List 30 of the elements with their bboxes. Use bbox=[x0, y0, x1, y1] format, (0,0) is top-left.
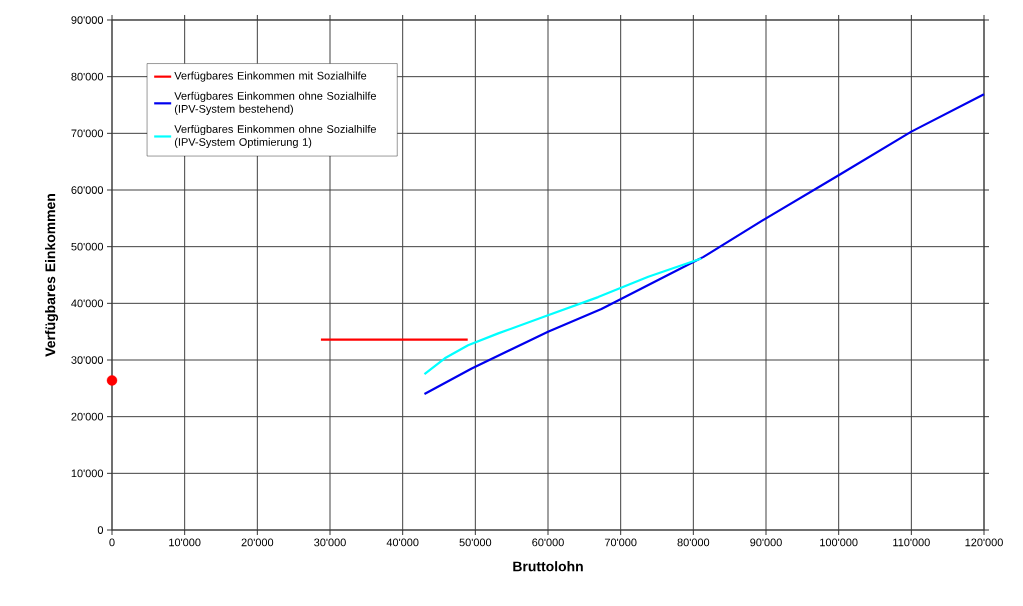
x-tick-label: 100'000 bbox=[820, 538, 858, 547]
x-tick-label: 80'000 bbox=[677, 538, 710, 547]
x-axis-title: Bruttolohn bbox=[513, 561, 583, 572]
line-series bbox=[423, 257, 703, 376]
y-tick-label: 60'000 bbox=[71, 186, 104, 194]
x-tick-label: 20'000 bbox=[241, 538, 274, 547]
y-tick-label: 10'000 bbox=[71, 469, 104, 478]
legend-label: Verfügbares Einkommen mit Sozialhilfe bbox=[174, 71, 367, 82]
line-series bbox=[423, 93, 986, 396]
legend-label: Verfügbares Einkommen ohne Sozialhilfe (IPV-System Optimierung 1) bbox=[174, 124, 376, 149]
x-tick-label: 50'000 bbox=[459, 538, 492, 547]
x-tick-label: 40'000 bbox=[386, 538, 419, 547]
x-tick-label: 70'000 bbox=[604, 538, 637, 547]
y-axis-title: Verfügbares Einkommen bbox=[45, 194, 59, 357]
x-tick-label: 0 bbox=[109, 538, 115, 547]
y-tick-label: 50'000 bbox=[71, 242, 104, 251]
x-tick-label: 60'000 bbox=[532, 538, 564, 547]
y-tick-label: 20'000 bbox=[71, 412, 104, 421]
x-tick-label: 120'000 bbox=[965, 538, 1003, 547]
y-tick-label: 80'000 bbox=[71, 72, 104, 81]
y-tick-label: 90'000 bbox=[71, 16, 104, 24]
x-tick-label: 110'000 bbox=[893, 538, 930, 547]
x-tick-label: 10'000 bbox=[169, 538, 201, 547]
y-tick-label: 30'000 bbox=[71, 356, 104, 364]
y-tick-label: 40'000 bbox=[71, 299, 104, 308]
y-tick-label: 70'000 bbox=[71, 129, 104, 138]
x-tick-label: 30'000 bbox=[314, 538, 346, 547]
legend-label: Verfügbares Einkommen ohne Sozialhilfe (IPV-System bestehend) bbox=[174, 91, 376, 115]
y-tick-label: 0 bbox=[97, 526, 104, 534]
x-tick-label: 90'000 bbox=[750, 538, 782, 547]
